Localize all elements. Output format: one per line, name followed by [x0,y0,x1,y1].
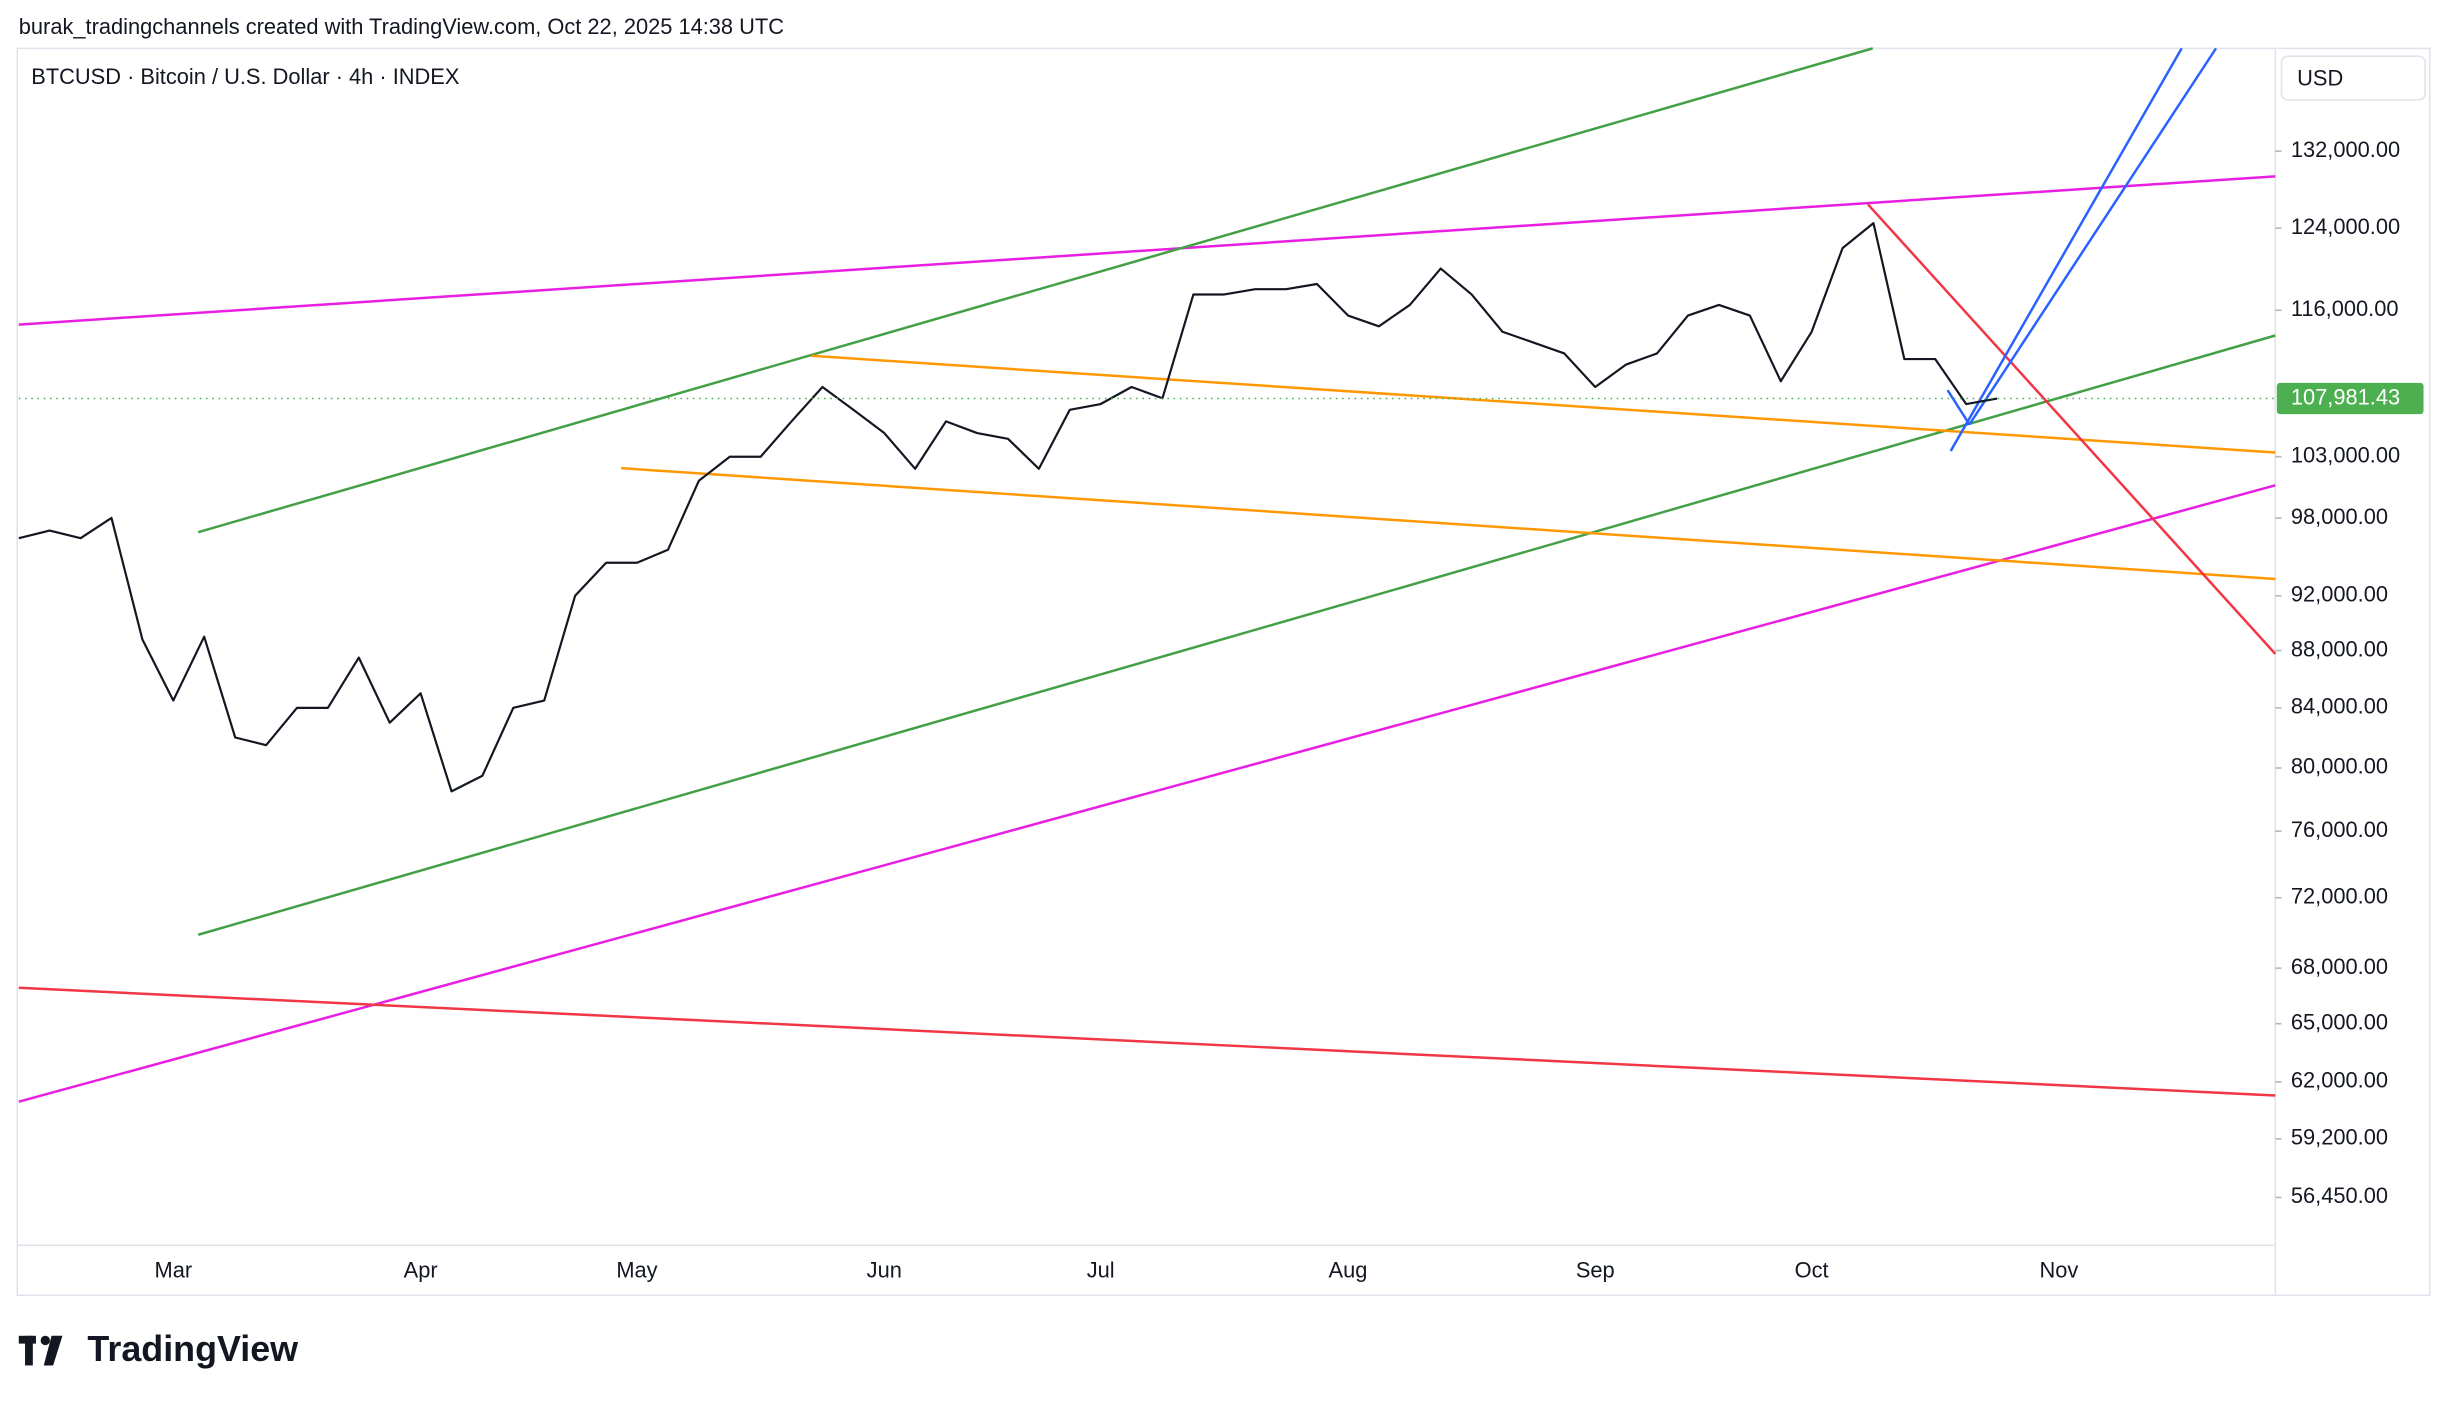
trendline [811,354,2276,454]
x-tick-label: Oct [1795,1258,1829,1283]
trendline [1949,47,2183,452]
trendline [1946,389,1971,426]
y-tick-label: 132,000.00 [2291,137,2400,162]
trendline [18,484,2276,1103]
y-tick-label: 116,000.00 [2291,296,2399,321]
y-tick-label: 68,000.00 [2291,954,2388,979]
currency-box[interactable] [2280,55,2426,101]
last-price-tag [2276,382,2424,415]
x-tick-label: Jul [1087,1258,1115,1283]
y-tick-label: 76,000.00 [2291,817,2388,842]
price-line [18,222,1998,793]
y-tick-label: 88,000.00 [2291,636,2388,661]
y-tick-label: 65,000.00 [2291,1010,2388,1035]
currency[interactable]: USD [2297,65,2343,90]
y-tick-label: 92,000.00 [2291,582,2388,607]
x-tick-label: Mar [155,1258,193,1283]
y-tick-label: 56,450.00 [2291,1183,2388,1208]
trendline [1867,203,2277,655]
y-tick-label: 59,200.00 [2291,1125,2388,1150]
y-tick-label: 124,000.00 [2291,214,2400,239]
y-tick-label: 80,000.00 [2291,754,2388,779]
brand: TradingView [87,1329,298,1369]
x-tick-label: Apr [404,1258,438,1283]
trendline [18,175,2276,326]
chart-title: BTCUSD · Bitcoin / U.S. Dollar · 4h · IN… [31,64,460,89]
x-tick-label: Aug [1329,1258,1368,1283]
x-tick-label: Jun [867,1258,902,1283]
chart-frame [16,47,2431,1297]
y-tick-label: 62,000.00 [2291,1068,2388,1093]
x-tick-label: Nov [2039,1258,2078,1283]
trendline [18,986,2276,1097]
x-tick-label: Sep [1576,1258,1615,1283]
y-tick-label: 103,000.00 [2291,442,2400,467]
trendline [197,47,1874,534]
header: burak_tradingchannels created with Tradi… [19,14,784,39]
brand-logo: TradingView [18,1329,298,1369]
drawings [18,47,2277,1103]
y-tick-label: 84,000.00 [2291,694,2388,719]
trendline [621,466,2276,581]
y-tick-label: 98,000.00 [2291,504,2388,529]
last-price-label: 107,981.43 [2291,384,2400,409]
trendline [1968,47,2218,426]
y-tick-label: 72,000.00 [2291,884,2388,909]
x-tick-label: May [616,1258,657,1283]
trendline [197,334,2276,936]
